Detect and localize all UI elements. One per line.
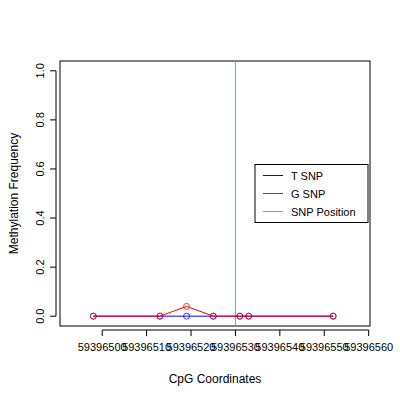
chart-root: 5939650059396510593965205939653059396540… (0, 0, 400, 400)
x-tick (235, 330, 236, 336)
point (246, 313, 252, 319)
y-tick-label: 1.0 (34, 63, 46, 78)
legend-label: SNP Position (291, 206, 356, 218)
y-tick-label: 0.8 (34, 112, 46, 127)
y-tick-label: 0.4 (34, 210, 46, 225)
point (90, 313, 96, 319)
point (210, 313, 216, 319)
point (210, 313, 216, 319)
point (330, 313, 336, 319)
point (237, 313, 243, 319)
y-tick (50, 70, 56, 71)
snp-line (235, 61, 236, 326)
x-tick-label: 59396530 (211, 341, 260, 353)
x-tick-label: 59396540 (255, 341, 304, 353)
plot-data (90, 61, 336, 326)
x-tick (102, 330, 103, 336)
x-tick-label: 59396500 (78, 341, 127, 353)
y-axis-line (56, 71, 57, 316)
legend-box (255, 165, 368, 223)
x-tick (324, 330, 325, 336)
y-tick (50, 316, 56, 317)
y-axis-title: Methylation Frequency (7, 133, 21, 254)
y-tick (50, 168, 56, 169)
legend: T SNP G SNP SNP Position (255, 165, 368, 223)
x-tick (368, 330, 369, 336)
y-tick-label: 0.2 (34, 259, 46, 274)
point (237, 313, 243, 319)
y-tick (50, 218, 56, 219)
point (330, 313, 336, 319)
x-tick (191, 330, 192, 336)
x-tick-label: 59396550 (300, 341, 349, 353)
x-tick (279, 330, 280, 336)
point (184, 303, 190, 309)
point (246, 313, 252, 319)
y-tick-label: 0.6 (34, 161, 46, 176)
y-tick (50, 119, 56, 120)
point (157, 313, 163, 319)
chart: 5939650059396510593965205939653059396540… (0, 0, 400, 400)
point (90, 313, 96, 319)
plot-frame (60, 61, 370, 326)
y-tick-label: 0.0 (34, 309, 46, 324)
y-tick (50, 267, 56, 268)
x-axis-title: CpG Coordinates (169, 372, 262, 386)
series-line (93, 306, 333, 316)
point (184, 313, 190, 319)
x-tick-label: 59396560 (344, 341, 393, 353)
legend-swatch (263, 193, 283, 194)
x-tick-label: 59396510 (122, 341, 171, 353)
legend-label: G SNP (291, 188, 325, 200)
legend-swatch (263, 211, 283, 212)
point (157, 313, 163, 319)
x-tick (146, 330, 147, 336)
x-tick-label: 59396520 (167, 341, 216, 353)
legend-swatch (263, 175, 283, 176)
legend-label: T SNP (291, 170, 323, 182)
